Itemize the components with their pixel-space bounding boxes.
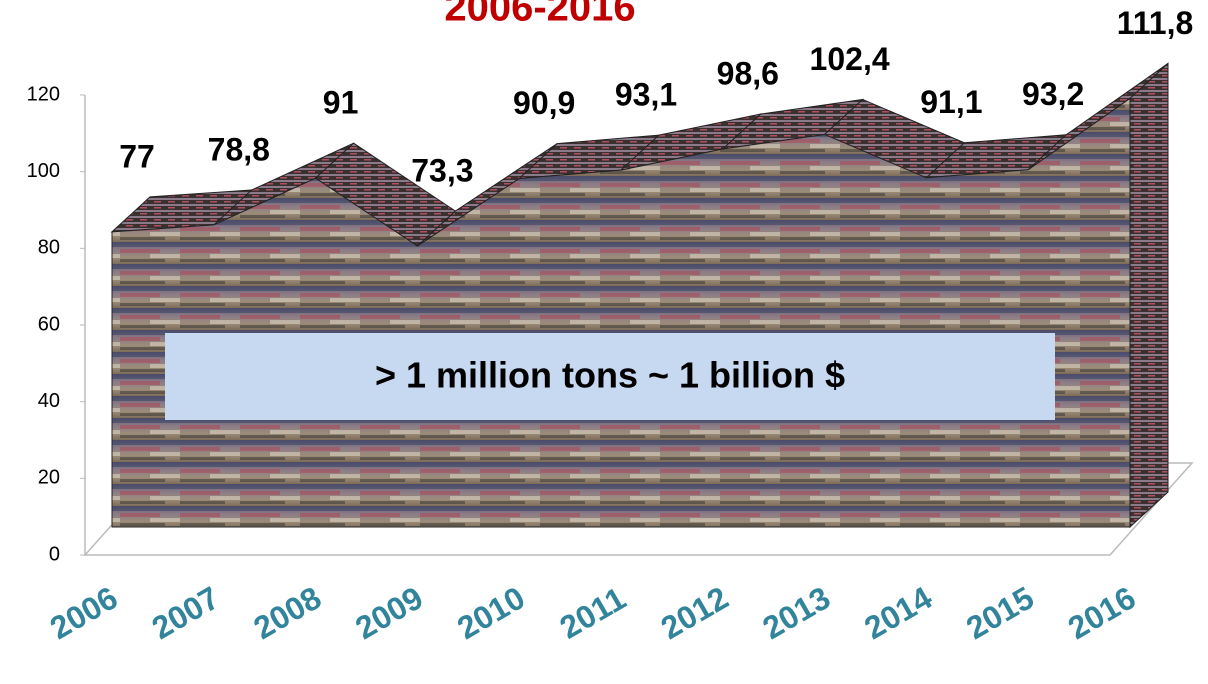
x-tick-label: 2013 [757,579,837,646]
annotation: > 1 million tons ~ 1 billion $ [375,355,845,396]
value-label: 91 [323,85,359,121]
value-label: 93,2 [1022,76,1084,112]
value-label: 91,1 [920,84,982,120]
x-tick-label: 2012 [655,579,735,646]
x-tick-label: 2009 [349,579,429,646]
value-label: 102,4 [810,41,890,77]
y-tick-label: 0 [49,543,60,565]
x-tick-label: 2015 [960,579,1040,646]
x-tick-label: 2007 [146,579,226,646]
area-side [1129,62,1169,529]
y-tick-label: 40 [38,390,60,412]
x-tick-label: 2006 [44,579,124,646]
y-tick-label: 60 [38,313,60,335]
value-label: 93,1 [615,77,677,113]
value-label: 90,9 [513,85,575,121]
value-label: 78,8 [208,131,270,167]
x-tick-label: 2011 [554,580,632,646]
value-label: 111,8 [1117,5,1194,41]
annotation-box [165,333,1055,420]
plot-area [110,62,1169,529]
x-tick-label: 2014 [858,579,938,646]
x-tick-label: 2008 [248,579,328,646]
value-label: 77 [119,138,155,174]
y-tick-label: 100 [27,160,60,182]
value-label: 98,6 [717,55,779,91]
value-label: 73,3 [411,152,473,188]
x-tick-label: 2016 [1062,579,1142,646]
y-tick-label: 120 [27,83,60,105]
x-tick-label: 2010 [451,579,531,646]
y-tick-label: 80 [38,237,60,259]
y-tick-label: 20 [38,467,60,489]
chart-title: 2006-2016 [444,0,635,30]
